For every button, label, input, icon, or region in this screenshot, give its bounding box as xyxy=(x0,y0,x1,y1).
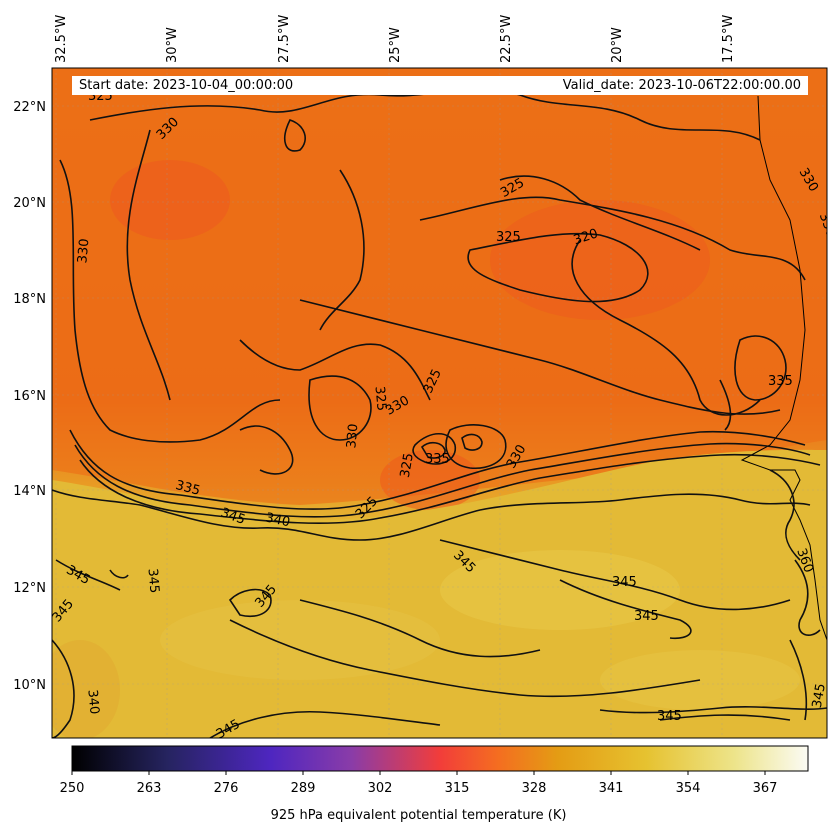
colorbar-tick-label: 263 xyxy=(136,781,162,796)
contour-label: 345 xyxy=(634,609,659,624)
colorbar-tick-label: 289 xyxy=(290,781,316,796)
lat-label: 22°N xyxy=(13,100,46,115)
lon-label: 17.5°W xyxy=(721,15,736,63)
colorbar-tick-label: 250 xyxy=(59,781,85,796)
latitude-labels: 22°N 20°N 18°N 16°N 14°N 12°N 10°N xyxy=(13,100,46,693)
contour-label: 340 xyxy=(84,689,101,715)
contour-label: 345 xyxy=(612,575,637,590)
colorbar-tick-label: 367 xyxy=(752,781,778,796)
colorbar-tick-label: 354 xyxy=(675,781,701,796)
contour-label: 345 xyxy=(657,709,682,724)
contour-label: 345 xyxy=(810,682,829,709)
contour-label: 320 xyxy=(572,226,600,248)
lat-label: 16°N xyxy=(13,389,46,404)
lon-label: 22.5°W xyxy=(499,15,514,63)
coastline xyxy=(740,95,827,641)
colorbar-tick-label: 315 xyxy=(444,781,470,796)
contour-label: 345 xyxy=(144,568,161,594)
lat-label: 14°N xyxy=(13,484,46,499)
lon-label: 25°W xyxy=(388,27,403,63)
map-field: 325 330 330 325 325 320 330 330 325 330 … xyxy=(52,68,837,738)
contour-lines xyxy=(52,88,827,738)
lat-label: 10°N xyxy=(13,678,46,693)
lon-label: 20°W xyxy=(610,27,625,63)
colorbar-tick-label: 341 xyxy=(598,781,624,796)
colorbar-ticks xyxy=(71,771,766,775)
lon-label: 32.5°W xyxy=(54,15,69,63)
colorbar-tick-label: 276 xyxy=(213,781,239,796)
contour-label: 325 xyxy=(496,230,521,245)
contour-label: 335 xyxy=(174,478,202,499)
colorbar-tick-label: 328 xyxy=(521,781,547,796)
contour-label: 340 xyxy=(264,510,291,530)
contour-label: 335 xyxy=(768,374,793,389)
colorbar-label: 925 hPa equivalent potential temperature… xyxy=(270,808,567,823)
colorbar-tick-label: 302 xyxy=(367,781,393,796)
longitude-labels: 32.5°W 30°W 27.5°W 25°W 22.5°W 20°W 17.5… xyxy=(54,15,736,63)
lat-label: 12°N xyxy=(13,581,46,596)
lat-label: 20°N xyxy=(13,196,46,211)
contour-label: 330 xyxy=(816,211,837,239)
lon-label: 27.5°W xyxy=(277,15,292,63)
lon-label: 30°W xyxy=(165,27,180,63)
contour-label: 335 xyxy=(425,452,450,467)
start-date-label: Start date: 2023-10-04_00:00:00 xyxy=(72,76,309,95)
contour-label: 330 xyxy=(75,238,92,264)
contour-label: 325 xyxy=(398,452,417,479)
map-frame xyxy=(51,67,828,739)
contour-label: 325 xyxy=(372,386,389,412)
lat-label: 18°N xyxy=(13,292,46,307)
contour-label: 330 xyxy=(344,423,361,449)
valid-date-label: Valid_date: 2023-10-06T22:00:00.00 xyxy=(460,76,808,95)
colorbar xyxy=(71,745,809,772)
